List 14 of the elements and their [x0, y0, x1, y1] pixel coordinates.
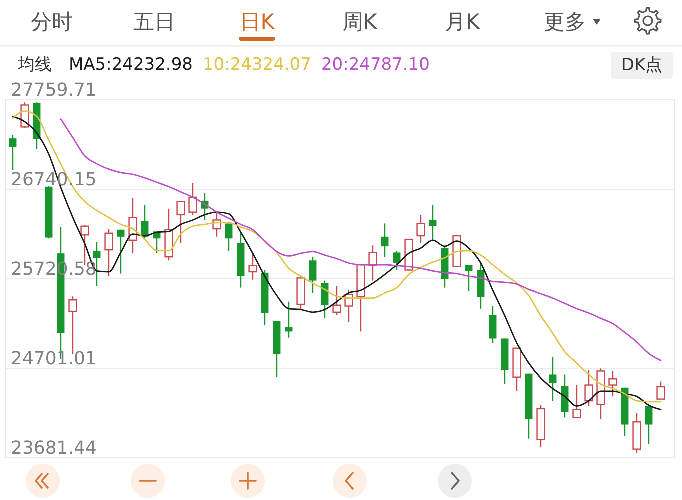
y-tick-label: 23681.44 [11, 438, 97, 459]
y-tick-label: 24701.01 [11, 348, 97, 370]
text: 更多 [544, 10, 586, 34]
text: DK点 [621, 56, 663, 76]
text: 10:24324.07 [202, 55, 312, 75]
text: 分时 [31, 10, 73, 34]
text: 日K [240, 10, 276, 34]
text: 月K [445, 10, 482, 34]
text: 周K [342, 10, 378, 34]
text: MA5:24232.98 [69, 55, 193, 75]
y-tick-label: 27759.71 [11, 80, 97, 101]
text: 五日 [134, 10, 176, 34]
text: 20:24787.10 [321, 55, 430, 75]
legend-title: 均线 [17, 55, 52, 75]
